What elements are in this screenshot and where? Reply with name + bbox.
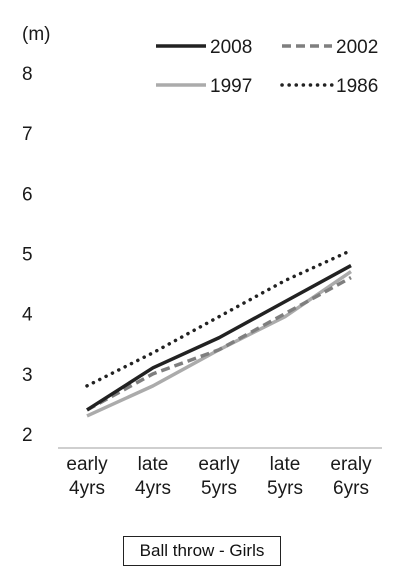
x-tick-label: eraly 6yrs [330,454,372,499]
legend: 2008 2002 1997 1986 [156,37,378,97]
series-line-1997 [86,270,352,418]
x-tick-label-line: early [66,454,108,475]
series-line-1986 [85,248,353,388]
series-line-2002 [86,276,352,412]
legend-item-2008: 2008 [156,37,252,58]
x-tick-label-line: 4yrs [69,478,105,499]
x-tick-label-line: 4yrs [135,478,171,499]
x-tick-label-line: 5yrs [267,478,303,499]
y-tick-label: 5 [22,245,33,266]
y-tick-label: 4 [22,305,33,326]
x-tick-label-line: late [138,454,169,475]
y-unit-label: (m) [22,24,50,45]
legend-label: 1997 [210,76,252,97]
x-tick-label-line: eraly [330,454,372,475]
legend-item-2002: 2002 [282,37,378,58]
x-tick-label: late 4yrs [135,454,171,499]
series-lines [85,248,353,418]
legend-item-1986: 1986 [280,76,378,97]
legend-item-1997: 1997 [156,76,252,97]
x-tick-label: late 5yrs [267,454,303,499]
y-tick-label: 2 [22,425,33,446]
legend-label: 2002 [336,37,378,58]
x-tick-label-line: late [270,454,301,475]
y-tick-label: 8 [22,64,33,85]
legend-label: 2008 [210,37,252,58]
x-tick-label-line: 6yrs [333,478,369,499]
x-tick-label-line: 5yrs [201,478,237,499]
y-tick-label: 6 [22,184,33,205]
x-tick-label-line: early [198,454,240,475]
chart-caption: Ball throw - Girls [123,536,281,566]
legend-label: 1986 [336,76,378,97]
y-tick-label: 3 [22,365,33,386]
x-tick-label: early 5yrs [198,454,240,499]
series-line-2008 [86,263,352,412]
x-tick-label: early 4yrs [66,454,108,499]
y-tick-label: 7 [22,124,33,145]
